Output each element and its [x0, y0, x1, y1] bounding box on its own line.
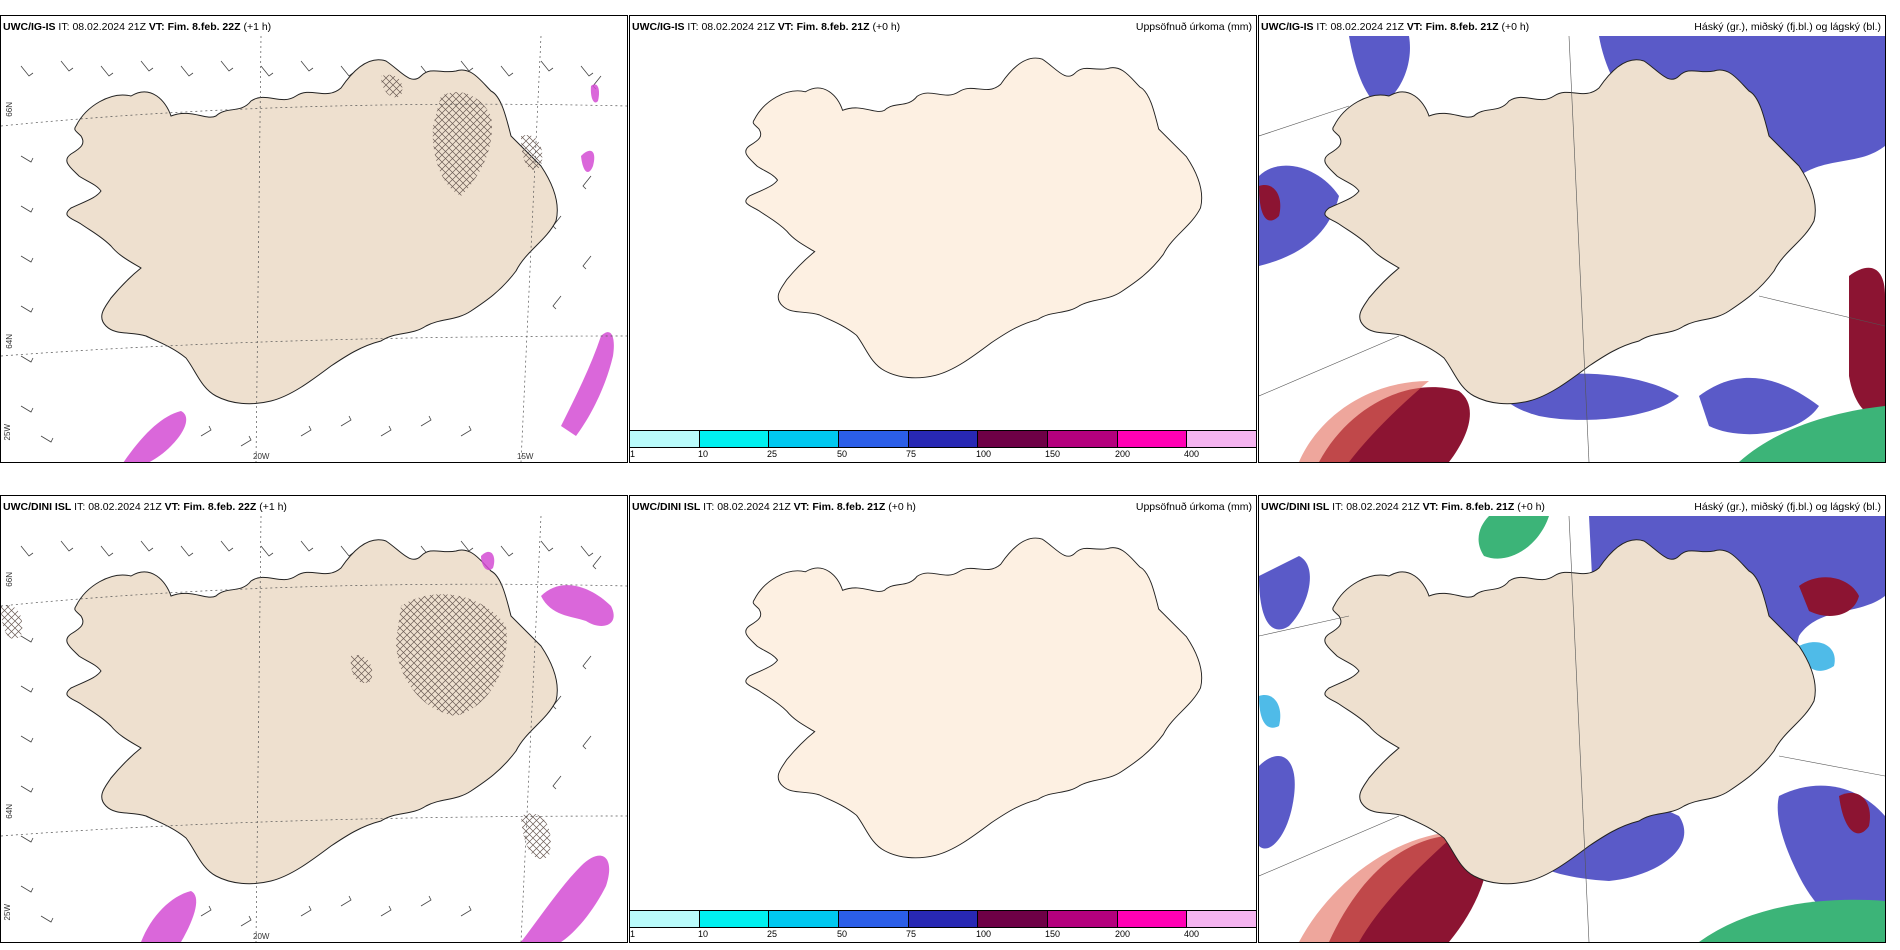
- colorbar-tick: 150: [1045, 449, 1061, 459]
- colorbar-tick: 10: [698, 929, 709, 939]
- lat-label-66n: 66N: [5, 102, 14, 117]
- precip-map: [745, 537, 1203, 859]
- colorbar-swatch: [908, 911, 979, 927]
- lon-label-25w: 25W: [3, 904, 12, 921]
- colorbar-tick: 75: [906, 929, 917, 939]
- colorbar-tick: 400: [1184, 929, 1200, 939]
- panel-header: UWC/DINI ISL IT: 08.02.2024 21Z VT: Fim.…: [3, 501, 287, 513]
- colorbar-swatch: [769, 431, 840, 447]
- colorbar-swatch: [1048, 431, 1118, 447]
- colorbar-ticks: 1 10 25 50 75 100 150 200 400: [630, 449, 1256, 462]
- colorbar-tick: 150: [1045, 929, 1061, 939]
- lat-label-64n: 64N: [5, 804, 14, 819]
- colorbar-ticks: 1 10 25 50 75 100 150 200 400: [630, 929, 1256, 942]
- colorbar-tick: 200: [1115, 449, 1131, 459]
- colorbar-swatch: [1187, 911, 1256, 927]
- panel-title: Uppsöfnuð úrkoma (mm): [1135, 501, 1252, 513]
- lat-label-66n: 66N: [5, 572, 14, 587]
- precip-colorbar: [630, 430, 1256, 448]
- colorbar-swatch: [699, 911, 770, 927]
- colorbar-tick: 100: [976, 929, 992, 939]
- panel-title: Uppsöfnuð úrkoma (mm): [1135, 21, 1252, 33]
- colorbar-swatch: [1048, 911, 1118, 927]
- lat-label-64n: 64N: [5, 334, 14, 349]
- colorbar-swatch: [769, 911, 840, 927]
- colorbar-tick: 400: [1184, 449, 1200, 459]
- panel-header: UWC/DINI ISL IT: 08.02.2024 21Z VT: Fim.…: [632, 501, 916, 513]
- colorbar-swatch: [630, 911, 700, 927]
- colorbar-swatch: [978, 431, 1049, 447]
- precip-map-panel-row2: UWC/DINI ISL IT: 08.02.2024 21Z VT: Fim.…: [629, 495, 1257, 943]
- panel-header: UWC/IG-IS IT: 08.02.2024 21Z VT: Fim. 8.…: [632, 21, 901, 33]
- precip-map: [745, 57, 1203, 379]
- panel-title: Háský (gr.), miðský (fj.bl.) og lágský (…: [1694, 501, 1881, 513]
- colorbar-tick: 75: [906, 449, 917, 459]
- cloud-map-panel-row1: UWC/IG-IS IT: 08.02.2024 21Z VT: Fim. 8.…: [1258, 15, 1886, 463]
- wind-map-panel-row1: UWC/IG-IS IT: 08.02.2024 21Z VT: Fim. 8.…: [0, 15, 628, 463]
- lon-label-25w: 25W: [3, 424, 12, 441]
- colorbar-swatch: [1117, 431, 1188, 447]
- wind-map: [1, 516, 627, 942]
- colorbar-tick: 25: [767, 929, 778, 939]
- precip-map-panel-row1: UWC/IG-IS IT: 08.02.2024 21Z VT: Fim. 8.…: [629, 15, 1257, 463]
- panel-header: UWC/IG-IS IT: 08.02.2024 21Z VT: Fim. 8.…: [1261, 21, 1530, 33]
- colorbar-tick: 25: [767, 449, 778, 459]
- colorbar-tick: 50: [837, 449, 848, 459]
- colorbar-tick: 200: [1115, 929, 1131, 939]
- colorbar-swatch: [978, 911, 1049, 927]
- panel-header: UWC/IG-IS IT: 08.02.2024 21Z VT: Fim. 8.…: [3, 21, 272, 33]
- colorbar-tick: 10: [698, 449, 709, 459]
- cloud-map-panel-row2: UWC/DINI ISL IT: 08.02.2024 21Z VT: Fim.…: [1258, 495, 1886, 943]
- panel-title: Háský (gr.), miðský (fj.bl.) og lágský (…: [1694, 21, 1881, 33]
- lon-label-15w: 15W: [517, 452, 534, 461]
- colorbar-tick: 50: [837, 929, 848, 939]
- colorbar-tick: 1: [630, 449, 636, 459]
- precip-colorbar: [630, 910, 1256, 928]
- lon-label-20w: 20W: [253, 932, 270, 941]
- cloud-map: [1259, 516, 1885, 942]
- colorbar-swatch: [699, 431, 770, 447]
- wind-map: [1, 36, 627, 462]
- colorbar-swatch: [839, 431, 909, 447]
- colorbar-swatch: [839, 911, 909, 927]
- colorbar-tick: 100: [976, 449, 992, 459]
- panel-header: UWC/DINI ISL IT: 08.02.2024 21Z VT: Fim.…: [1261, 501, 1545, 513]
- wind-map-panel-row2: UWC/DINI ISL IT: 08.02.2024 21Z VT: Fim.…: [0, 495, 628, 943]
- colorbar-swatch: [1117, 911, 1188, 927]
- cloud-map: [1259, 36, 1885, 462]
- colorbar-swatch: [630, 431, 700, 447]
- colorbar-tick: 1: [630, 929, 636, 939]
- colorbar-swatch: [908, 431, 979, 447]
- lon-label-20w: 20W: [253, 452, 270, 461]
- colorbar-swatch: [1187, 431, 1256, 447]
